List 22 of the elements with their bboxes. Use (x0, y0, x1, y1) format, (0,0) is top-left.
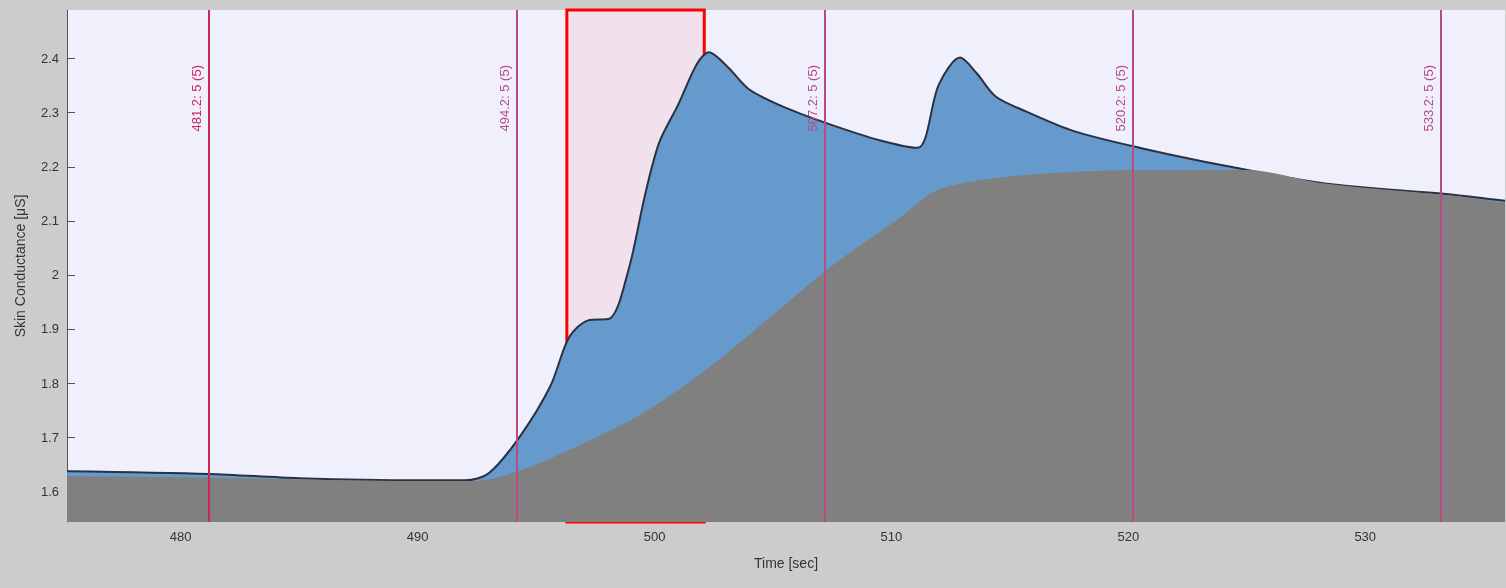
y-tick-label: 1.6 (40, 483, 59, 499)
y-tick-label: 2.4 (40, 51, 59, 67)
y-tick-label: 2 (51, 267, 59, 283)
x-tick-label: 510 (880, 529, 903, 544)
y-axis-title: Skin Conductance [μS] (12, 194, 28, 338)
ref-line-label: 520.2: 5 (5) (1113, 65, 1129, 132)
y-tick-label: 2.3 (40, 105, 59, 121)
ref-line-label: 507.2: 5 (5) (805, 65, 821, 132)
x-tick-label: 500 (643, 529, 666, 544)
y-tick-label: 2.1 (40, 213, 59, 229)
ref-line-label: 533.2: 5 (5) (1421, 65, 1437, 132)
x-tick-label: 490 (406, 529, 429, 544)
y-tick-label: 1.8 (40, 375, 59, 391)
x-tick-label: 480 (169, 529, 192, 544)
y-tick-label: 1.7 (40, 429, 59, 445)
x-tick-label: 520 (1117, 529, 1140, 544)
y-tick-label: 2.2 (40, 159, 59, 175)
ref-line-label: 494.2: 5 (5) (497, 65, 513, 132)
y-tick-label: 1.9 (40, 321, 59, 337)
x-axis-title: Time [sec] (753, 555, 819, 571)
ref-line-label: 481.2: 5 (5) (189, 65, 205, 132)
x-tick-label: 530 (1354, 529, 1377, 544)
